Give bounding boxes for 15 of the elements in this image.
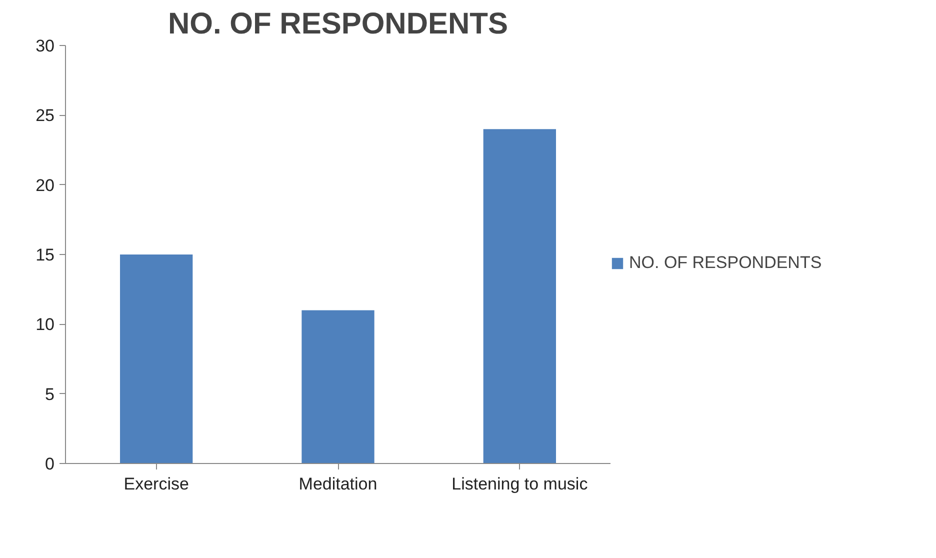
y-tick-label: 25	[36, 106, 55, 126]
y-tick-label: 20	[36, 176, 55, 195]
y-tick-label: 10	[36, 315, 55, 334]
x-tick-label: Listening to music	[452, 474, 588, 494]
y-tick-label: 15	[36, 246, 55, 264]
bar	[302, 310, 374, 464]
legend-label: NO. OF RESPONDENTS	[629, 253, 822, 273]
y-tick-label: 0	[45, 454, 55, 474]
chart-title: NO. OF RESPONDENTS	[168, 8, 508, 40]
y-tick-label: 30	[36, 36, 55, 56]
y-tick-label: 5	[45, 384, 55, 404]
bar	[483, 129, 556, 464]
x-tick-label: Exercise	[124, 474, 189, 494]
bar	[120, 254, 193, 464]
x-tick-label: Meditation	[298, 474, 378, 494]
